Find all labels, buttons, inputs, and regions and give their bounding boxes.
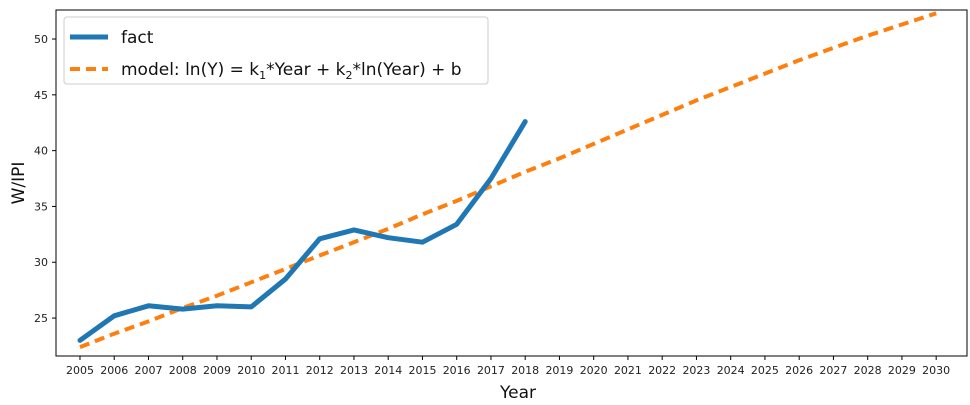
y-tick-label: 25 — [34, 312, 48, 325]
x-tick-label: 2029 — [888, 364, 916, 377]
x-tick-label: 2016 — [443, 364, 471, 377]
x-axis-label: Year — [499, 383, 536, 403]
x-tick-label: 2011 — [271, 364, 299, 377]
series-model-line — [79, 11, 937, 349]
y-tick-label: 45 — [34, 89, 48, 102]
legend: fact model: ln(Y) = k1*Year + k2*ln(Year… — [63, 16, 489, 85]
x-tick-label: 2020 — [580, 364, 608, 377]
x-tick-label: 2015 — [408, 364, 436, 377]
x-tick-label: 2028 — [854, 364, 882, 377]
x-tick-label: 2023 — [682, 364, 710, 377]
x-tick-label: 2007 — [134, 364, 162, 377]
x-tick-label: 2027 — [819, 364, 847, 377]
y-tick-label: 30 — [34, 256, 48, 269]
legend-fact-label: fact — [121, 28, 154, 48]
x-tick-label: 2010 — [237, 364, 265, 377]
x-tick-label: 2013 — [340, 364, 368, 377]
x-tick-label: 2012 — [306, 364, 334, 377]
x-tick-label: 2021 — [614, 364, 642, 377]
x-tick-label: 2009 — [203, 364, 231, 377]
y-tick-label: 35 — [34, 200, 48, 213]
x-tick-label: 2024 — [717, 364, 745, 377]
legend-model-label: model: ln(Y) = k1*Year + k2*ln(Year) + b — [121, 60, 462, 82]
legend-box — [63, 16, 489, 85]
x-tick-label: 2005 — [66, 364, 94, 377]
x-tick-label: 2022 — [648, 364, 676, 377]
series-fact-line — [77, 119, 528, 343]
x-tick-label: 2019 — [545, 364, 573, 377]
x-tick-label: 2014 — [374, 364, 402, 377]
x-tick-label: 2018 — [511, 364, 539, 377]
x-tick-label: 2025 — [751, 364, 779, 377]
y-tick-label: 40 — [34, 145, 48, 158]
y-tick-label: 50 — [34, 33, 48, 46]
x-tick-label: 2017 — [477, 364, 505, 377]
x-tick-label: 2030 — [922, 364, 950, 377]
x-tick-label: 2026 — [785, 364, 813, 377]
y-axis-label: W/IPI — [9, 162, 29, 205]
x-tick-label: 2006 — [100, 364, 128, 377]
x-tick-label: 2008 — [169, 364, 197, 377]
